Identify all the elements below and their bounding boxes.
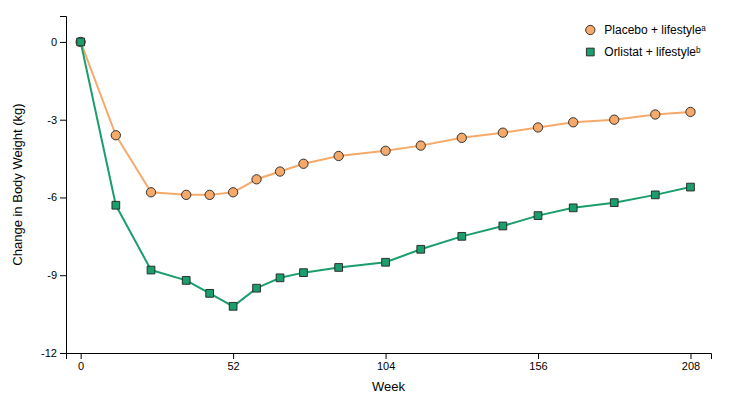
marker (534, 212, 542, 220)
marks (76, 37, 695, 310)
y-tick: -12 (41, 347, 66, 359)
marker (417, 245, 425, 253)
marker (111, 131, 120, 140)
marker (334, 151, 343, 160)
y-tick-mark (60, 120, 66, 121)
y-tick-mark (60, 197, 66, 198)
y-tick: -6 (47, 191, 66, 203)
y-tick-mark (60, 275, 66, 276)
x-tick-mark (386, 353, 387, 359)
x-tick: 156 (529, 353, 547, 372)
marker (300, 269, 308, 277)
y-tick-mark (60, 353, 66, 354)
legend-item: Placebo + lifestyleᵃ (586, 23, 707, 37)
y-tick-mark (60, 42, 66, 43)
series (76, 37, 695, 199)
plot: 0 52 104 156 208 0 -3 -6 -9 -12 Week Change in Body… (10, 17, 712, 395)
marker (651, 191, 659, 199)
marker (275, 167, 284, 176)
marker (228, 188, 237, 197)
marker (229, 302, 237, 310)
marker (146, 188, 155, 197)
marker (416, 141, 425, 150)
marker (77, 38, 85, 46)
marker (76, 37, 85, 46)
x-tick-mark (233, 353, 234, 359)
y-tick: -3 (47, 114, 66, 126)
marker (569, 204, 577, 212)
marker (276, 274, 284, 282)
y-tick: -9 (47, 269, 66, 281)
marker (610, 115, 619, 124)
y-tick-label: -12 (41, 347, 57, 359)
marker (457, 133, 466, 142)
y-tick-label: -3 (47, 114, 57, 126)
x-tick: 52 (227, 353, 239, 372)
marker (112, 201, 120, 209)
legend-symbol (586, 25, 595, 34)
marker (687, 183, 695, 191)
marker (610, 199, 618, 207)
x-axis-line (67, 354, 712, 360)
marker (686, 107, 695, 116)
x-tick-mark (538, 353, 539, 359)
marker (299, 159, 308, 168)
x-tick-label: 0 (78, 360, 84, 372)
legend-label: Placebo + lifestyleᵃ (604, 23, 706, 37)
y-tick-label: -6 (47, 191, 57, 203)
marker (569, 118, 578, 127)
y-axis-title: Change in Body Weight (kg) (10, 103, 25, 265)
x-tick-label: 208 (682, 360, 700, 372)
marker (253, 284, 261, 292)
legend-label: Orlistat + lifestyleᵇ (604, 45, 701, 59)
x-tick: 0 (78, 353, 84, 372)
marker (335, 264, 343, 272)
marker (182, 190, 191, 199)
y-tick-label: -9 (47, 269, 57, 281)
x-tick-label: 156 (529, 360, 547, 372)
marker (498, 128, 507, 137)
legend-item: Orlistat + lifestyleᵇ (586, 45, 701, 59)
marker (499, 222, 507, 230)
series (77, 38, 695, 310)
y-tick: 0 (51, 36, 66, 48)
y-axis: 0 -3 -6 -9 -12 (41, 17, 66, 360)
series-line (81, 42, 691, 195)
marker (206, 290, 214, 298)
series-line (81, 42, 691, 306)
x-tick-label: 104 (377, 360, 395, 372)
legend-symbol (586, 48, 594, 56)
chart: 0 52 104 156 208 0 -3 -6 -9 -12 Week Change in Body… (0, 0, 735, 401)
y-tick-label: 0 (51, 36, 57, 48)
x-tick-label: 52 (227, 360, 239, 372)
marker (382, 258, 390, 266)
x-axis: 0 52 104 156 208 (67, 353, 712, 372)
marker (252, 175, 261, 184)
x-tick-mark (81, 353, 82, 359)
y-axis-line (60, 17, 67, 354)
x-tick-mark (690, 353, 691, 359)
x-tick: 208 (682, 353, 700, 372)
x-tick: 104 (377, 353, 395, 372)
marker (381, 146, 390, 155)
marker (147, 266, 155, 274)
marker (182, 277, 190, 285)
marker (533, 123, 542, 132)
marker (205, 190, 214, 199)
marker (651, 110, 660, 119)
marker (458, 232, 466, 240)
x-axis-title: Week (372, 379, 405, 394)
legend: Placebo + lifestyleᵃ Orlistat + lifestyle… (586, 23, 707, 59)
